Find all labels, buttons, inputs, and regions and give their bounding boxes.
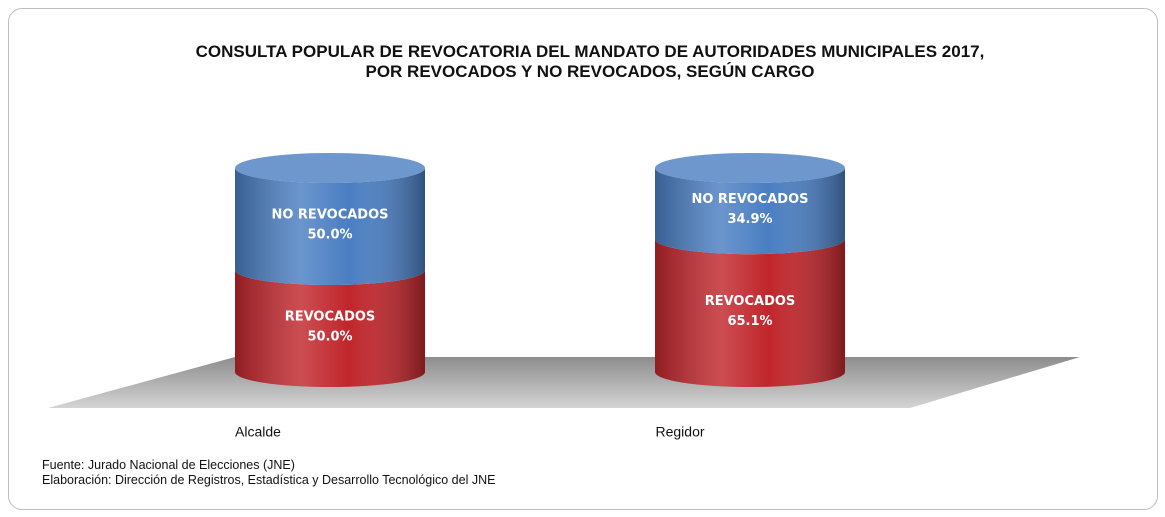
data-label: 34.9% (727, 212, 772, 227)
segment-series-label: REVOCADOS (705, 294, 796, 309)
segment-series-label: NO REVOCADOS (691, 192, 808, 207)
chart-frame (8, 8, 1158, 510)
data-label: 65.1% (727, 314, 772, 329)
source-note: Fuente: Jurado Nacional de Elecciones (J… (42, 458, 295, 472)
shading (655, 239, 845, 387)
shading (655, 168, 845, 255)
segment-series-label: NO REVOCADOS (271, 208, 388, 223)
x-tick-label: Alcalde (235, 424, 281, 440)
x-tick-label: Regidor (655, 424, 704, 440)
floor (48, 357, 1080, 408)
cylinder-top (655, 153, 845, 183)
credit-note: Elaboración: Dirección de Registros, Est… (42, 473, 496, 487)
cylinder-top (235, 153, 425, 183)
segment-series-label: REVOCADOS (285, 310, 376, 325)
shading (235, 270, 425, 387)
shading (235, 168, 425, 285)
chart-title: CONSULTA POPULAR DE REVOCATORIA DEL MAND… (195, 42, 985, 81)
cylinder-top-highlight (235, 153, 425, 183)
data-label: 50.0% (307, 330, 352, 345)
cylinder-top-highlight (655, 153, 845, 183)
data-label: 50.0% (307, 228, 352, 243)
